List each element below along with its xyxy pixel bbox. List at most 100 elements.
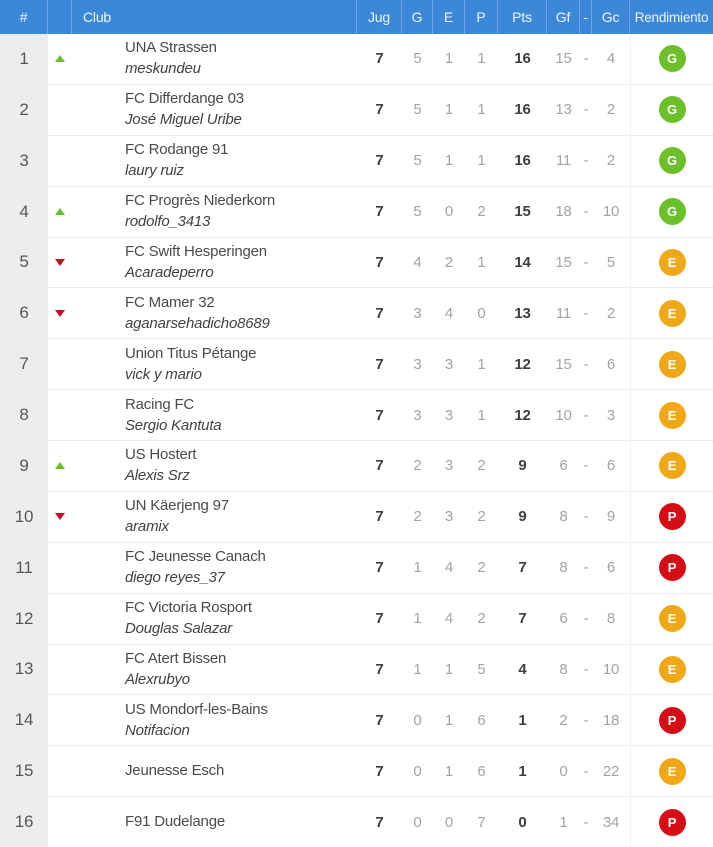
goals-for-cell: 8 [559,508,568,526]
lost-cell: 7 [477,813,486,831]
header-drawn: E [433,0,465,34]
played-cell: 7 [375,203,384,221]
table-row[interactable]: 7 Union Titus Pétange vick y mario 7 3 3… [0,338,713,390]
club-cell[interactable]: Union Titus Pétange vick y mario [72,339,357,389]
performance-cell: G [630,84,713,135]
points-cell: 1 [518,711,527,729]
club-cell[interactable]: UN Käerjeng 97 aramix [72,492,357,542]
manager-name: diego reyes_37 [125,569,225,587]
table-row[interactable]: 8 Racing FC Sergio Kantuta 7 3 3 1 12 10… [0,389,713,440]
movement-cell [48,136,72,186]
goals-against-cell: 6 [606,559,616,577]
performance-cell: P [630,491,713,542]
movement-cell [48,746,72,796]
table-row[interactable]: 15 Jeunesse Esch 7 0 1 6 1 0 - 22 E [0,745,713,797]
won-cell: 2 [413,457,422,475]
won-cell: 3 [413,355,422,373]
club-cell[interactable]: FC Victoria Rosport Douglas Salazar [72,594,357,644]
club-cell[interactable]: US Mondorf-les-Bains Notifacion [72,695,357,745]
table-row[interactable]: 16 F91 Dudelange 7 0 0 7 0 1 - 34 P [0,796,713,847]
manager-name: meskundeu [125,60,201,78]
club-name: FC Mamer 32 [125,293,215,311]
points-cell: 12 [514,406,531,424]
club-cell[interactable]: UNA Strassen meskundeu [72,34,357,84]
goals-separator-cell: - [583,813,589,831]
drawn-cell: 3 [444,457,454,475]
won-cell: 5 [413,50,422,68]
club-name: FC Victoria Rosport [125,599,252,617]
club-name: FC Rodange 91 [125,141,229,159]
header-goals-for: Gf [547,0,580,34]
played-cell: 7 [375,304,384,322]
manager-name: Alexrubyo [125,670,190,688]
goals-against-cell: 18 [602,711,620,729]
table-row[interactable]: 5 FC Swift Hesperingen Acaradeperro 7 4 … [0,236,713,288]
lost-cell: 6 [477,762,486,780]
manager-name: Douglas Salazar [125,620,233,638]
goals-for-cell: 15 [555,355,572,373]
table-row[interactable]: 10 UN Käerjeng 97 aramix 7 2 3 2 9 8 - 9… [0,490,713,542]
table-row[interactable]: 9 US Hostert Alexis Srz 7 2 3 2 9 6 - 6 … [0,440,713,491]
club-cell[interactable]: FC Rodange 91 laury ruiz [72,136,357,186]
goals-against-cell: 10 [602,660,620,678]
performance-badge: E [658,757,686,785]
performance-cell: E [630,441,713,491]
club-cell[interactable]: US Hostert Alexis Srz [72,441,357,491]
points-cell: 16 [514,101,531,119]
goals-for-cell: 8 [559,559,568,577]
performance-cell: P [630,542,713,593]
performance-badge: E [658,452,686,480]
table-row[interactable]: 14 US Mondorf-les-Bains Notifacion 7 0 1… [0,694,713,746]
club-cell[interactable]: FC Atert Bissen Alexrubyo [72,645,357,695]
lost-cell: 2 [477,508,486,526]
manager-name: Acaradeperro [125,263,214,281]
lost-cell: 2 [477,559,486,577]
movement-cell [48,441,72,491]
points-cell: 16 [514,50,531,68]
goals-against-cell: 5 [606,253,616,271]
table-row[interactable]: 13 FC Atert Bissen Alexrubyo 7 1 1 5 4 8… [0,643,713,695]
header-performance: Rendimiento [634,9,709,25]
club-cell[interactable]: FC Jeunesse Canach diego reyes_37 [72,543,357,593]
club-cell[interactable]: Jeunesse Esch [72,746,357,796]
manager-name: aramix [125,518,169,536]
club-cell[interactable]: FC Mamer 32 aganarsehadicho8689 [72,288,357,338]
goals-for-cell: 15 [555,253,572,271]
drawn-cell: 4 [444,610,454,628]
played-cell: 7 [375,559,384,577]
table-row[interactable]: 1 UNA Strassen meskundeu 7 5 1 1 16 15 -… [0,34,713,84]
club-name: FC Atert Bissen [125,649,227,667]
performance-cell: G [630,135,713,186]
manager-name: Alexis Srz [125,467,190,485]
manager-name: rodolfo_3413 [125,213,211,231]
drawn-cell: 1 [444,50,454,68]
table-row[interactable]: 11 FC Jeunesse Canach diego reyes_37 7 1… [0,541,713,593]
club-cell[interactable]: F91 Dudelange [72,797,357,847]
lost-cell: 2 [477,457,486,475]
goals-for-cell: 11 [555,152,572,170]
points-cell: 14 [514,253,531,271]
table-row[interactable]: 2 FC Differdange 03 José Miguel Uribe 7 … [0,83,713,135]
performance-cell: E [630,644,713,695]
played-cell: 7 [375,355,384,373]
club-cell[interactable]: Racing FC Sergio Kantuta [72,390,357,440]
movement-cell [48,543,72,593]
won-cell: 0 [413,711,422,729]
goals-for-cell: 13 [555,101,572,119]
goals-against-cell: 6 [606,355,616,373]
rank-cell: 1 [0,34,48,84]
performance-cell: E [630,339,713,390]
won-cell: 3 [413,304,422,322]
goals-for-cell: 6 [559,610,568,628]
club-cell[interactable]: FC Progrès Niederkorn rodolfo_3413 [72,187,357,237]
table-row[interactable]: 3 FC Rodange 91 laury ruiz 7 5 1 1 16 11… [0,134,713,186]
table-row[interactable]: 12 FC Victoria Rosport Douglas Salazar 7… [0,592,713,644]
header-won: G [402,0,433,34]
manager-name: aganarsehadicho8689 [125,314,270,332]
table-row[interactable]: 6 FC Mamer 32 aganarsehadicho8689 7 3 4 … [0,287,713,339]
table-header: # Club Jug G E P Pts Gf - Gc Rendimiento [0,0,713,34]
club-cell[interactable]: FC Swift Hesperingen Acaradeperro [72,238,357,288]
table-row[interactable]: 4 FC Progrès Niederkorn rodolfo_3413 7 5… [0,185,713,237]
club-cell[interactable]: FC Differdange 03 José Miguel Uribe [72,85,357,135]
performance-cell: E [630,390,713,440]
